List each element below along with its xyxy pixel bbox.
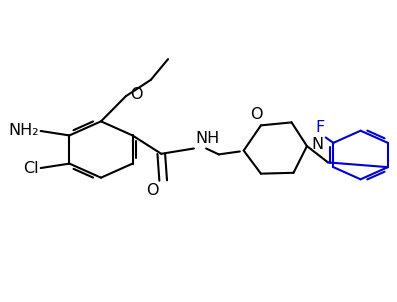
Text: O: O bbox=[146, 183, 159, 198]
Text: Cl: Cl bbox=[23, 162, 39, 176]
Text: NH: NH bbox=[196, 131, 220, 146]
Text: F: F bbox=[315, 120, 325, 135]
Text: N: N bbox=[312, 137, 324, 152]
Text: O: O bbox=[250, 108, 262, 122]
Text: O: O bbox=[131, 87, 143, 102]
Text: NH₂: NH₂ bbox=[8, 123, 39, 138]
